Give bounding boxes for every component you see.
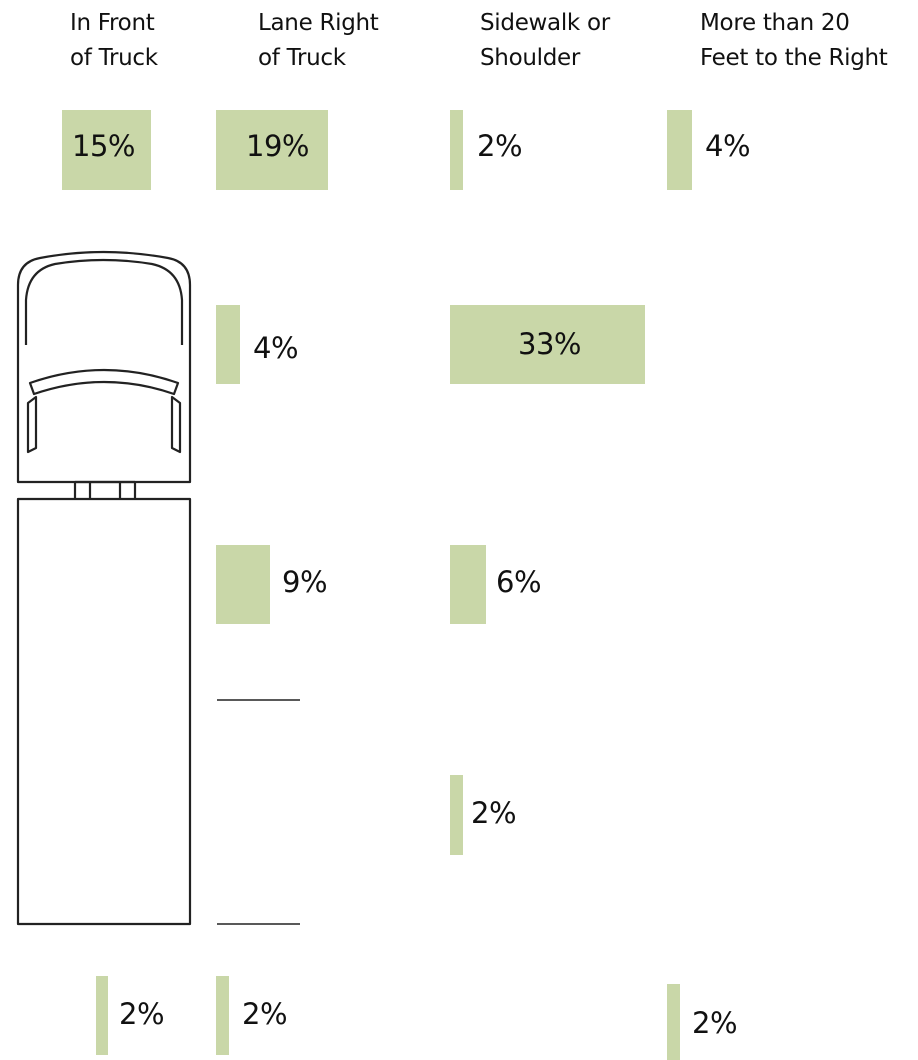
- bar-lane-right-behind: [216, 976, 229, 1055]
- coupling: [73, 480, 137, 499]
- bar-sidewalk-cab: [450, 305, 645, 384]
- bar-lane-right-cab: [216, 305, 240, 384]
- header-line-2: Shoulder: [480, 45, 581, 71]
- bar-lane-right-trailer-front: [216, 545, 270, 624]
- pct-front-top: 15%: [72, 129, 135, 163]
- cab-outline: [16, 250, 192, 484]
- pct-sidewalk-trailer-mid: 2%: [471, 796, 517, 830]
- pct-lane-right-cab: 4%: [253, 331, 299, 365]
- cab-window-left: [26, 395, 38, 454]
- pct-more-than-20-behind: 2%: [692, 1006, 738, 1040]
- header-line-1: Lane Right: [258, 10, 379, 36]
- pct-lane-right-behind: 2%: [242, 997, 288, 1031]
- header-lane-right-of-truck: Lane Right of Truck: [258, 6, 379, 76]
- pct-sidewalk-cab: 33%: [518, 327, 581, 361]
- pct-front-behind: 2%: [119, 997, 165, 1031]
- cab-hood: [24, 258, 184, 345]
- bar-lane-right-top: [216, 110, 328, 190]
- cab-window-right: [170, 395, 182, 454]
- pct-sidewalk-trailer-front: 6%: [496, 565, 542, 599]
- header-line-2: Feet to the Right: [700, 45, 888, 71]
- pct-more-than-20-top: 4%: [705, 129, 751, 163]
- cab-windshield: [28, 368, 180, 396]
- trailer-outline: [16, 497, 192, 926]
- bar-front-top: [62, 110, 151, 190]
- bar-more-than-20-behind: [667, 984, 680, 1060]
- bar-sidewalk-trailer-mid: [450, 775, 463, 855]
- pct-lane-right-top: 19%: [246, 129, 309, 163]
- header-more-than-20-feet-right: More than 20 Feet to the Right: [700, 6, 888, 76]
- header-sidewalk-or-shoulder: Sidewalk or Shoulder: [480, 6, 610, 76]
- pct-lane-right-trailer-front: 9%: [282, 565, 328, 599]
- bar-front-behind: [96, 976, 108, 1055]
- bar-more-than-20-top: [667, 110, 692, 190]
- bar-sidewalk-trailer-front: [450, 545, 486, 624]
- header-line-1: More than 20: [700, 10, 850, 36]
- header-in-front-of-truck: In Front of Truck: [70, 6, 158, 76]
- header-line-1: Sidewalk or: [480, 10, 610, 36]
- bar-sidewalk-top: [450, 110, 463, 190]
- header-line-2: of Truck: [70, 45, 158, 71]
- header-line-2: of Truck: [258, 45, 346, 71]
- header-line-1: In Front: [70, 10, 155, 36]
- pct-sidewalk-top: 2%: [477, 129, 523, 163]
